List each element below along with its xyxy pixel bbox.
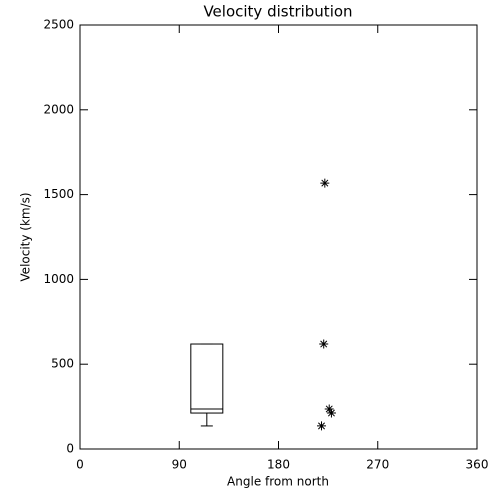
x-axis-label: Angle from north (227, 475, 329, 489)
x-tick-label: 270 (366, 458, 389, 472)
scatter-point (320, 178, 330, 188)
x-tick-label: 360 (466, 458, 489, 472)
box-body (190, 343, 224, 414)
scatter-point (319, 339, 329, 349)
y-tick-label: 1500 (43, 187, 74, 201)
y-tick-label: 2500 (43, 18, 74, 32)
y-tick-label: 1000 (43, 272, 74, 286)
y-tick-label: 0 (66, 442, 74, 456)
plot-frame (79, 24, 478, 450)
x-tick-label: 0 (76, 458, 84, 472)
scatter-point (324, 404, 334, 414)
y-axis-label: Velocity (km/s) (19, 192, 33, 281)
y-tick-label: 500 (51, 357, 74, 371)
x-tick-label: 180 (267, 458, 290, 472)
scatter-point (317, 421, 327, 431)
chart-title: Velocity distribution (203, 3, 352, 21)
scatter-point (326, 408, 336, 418)
x-tick-label: 90 (172, 458, 187, 472)
y-tick-label: 2000 (43, 102, 74, 116)
